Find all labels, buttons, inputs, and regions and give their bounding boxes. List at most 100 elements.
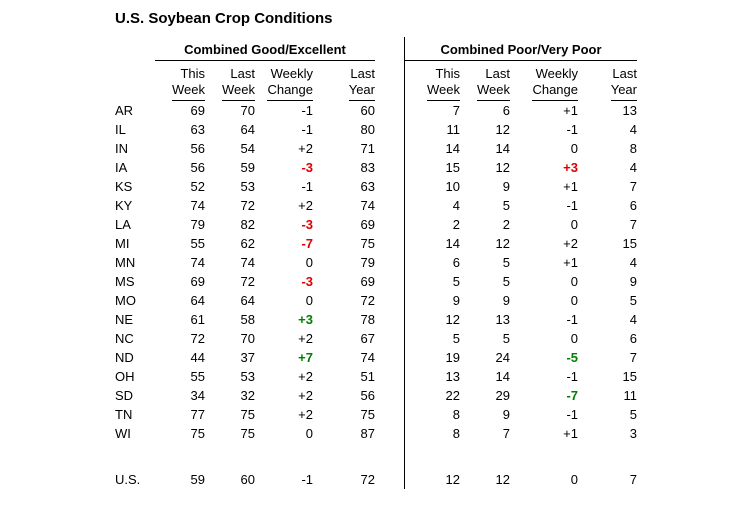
poor-very-poor-weekly-change: -1 (566, 369, 578, 384)
poor-very-poor-this-week: 7 (452, 103, 460, 118)
column-header-ge-this-week: This Week (155, 61, 205, 101)
poor-very-poor-last-week: 12 (495, 160, 510, 175)
column-header-pp-last-week: Last Week (460, 61, 510, 101)
good-excellent-weekly-change: +7 (298, 350, 313, 365)
good-excellent-last-year: 75 (360, 236, 375, 251)
table-row: ND 44 37 +7 74 19 24 -5 7 (115, 348, 637, 367)
table-row: SD 34 32 +2 56 22 29 -7 11 (115, 386, 637, 405)
section-divider (375, 37, 405, 61)
good-excellent-weekly-change: +2 (298, 388, 313, 403)
poor-very-poor-last-year: 3 (629, 426, 637, 441)
poor-very-poor-weekly-change: 0 (570, 331, 578, 346)
good-excellent-last-week: 64 (240, 293, 255, 308)
poor-very-poor-weekly-change: -7 (566, 388, 578, 403)
state-label: NE (115, 312, 134, 327)
good-excellent-weekly-change: 0 (305, 293, 313, 308)
good-excellent-last-week: 72 (240, 198, 255, 213)
good-excellent-weekly-change: -1 (301, 472, 313, 487)
state-label: KS (115, 179, 133, 194)
poor-very-poor-this-week: 13 (445, 369, 460, 384)
section-divider (375, 158, 405, 177)
good-excellent-last-week: 59 (240, 160, 255, 175)
state-label: OH (115, 369, 135, 384)
good-excellent-this-week: 61 (190, 312, 205, 327)
good-excellent-last-year: 74 (360, 198, 375, 213)
table-row: U.S. 59 60 -1 72 12 12 0 7 (115, 470, 637, 489)
poor-very-poor-last-week: 12 (495, 122, 510, 137)
poor-very-poor-weekly-change: 0 (570, 293, 578, 308)
poor-very-poor-last-year: 8 (629, 141, 637, 156)
table-row: TN 77 75 +2 75 8 9 -1 5 (115, 405, 637, 424)
good-excellent-last-year: 67 (360, 331, 375, 346)
section-divider (375, 386, 405, 405)
poor-very-poor-last-week: 12 (495, 236, 510, 251)
good-excellent-last-week: 53 (240, 369, 255, 384)
poor-very-poor-last-year: 7 (629, 472, 637, 487)
poor-very-poor-last-week: 5 (502, 255, 510, 270)
poor-very-poor-last-year: 5 (629, 293, 637, 308)
section-divider (375, 443, 405, 470)
state-label: ND (115, 350, 134, 365)
good-excellent-this-week: 52 (190, 179, 205, 194)
poor-very-poor-last-year: 13 (622, 103, 637, 118)
poor-very-poor-last-year: 15 (622, 236, 637, 251)
poor-very-poor-this-week: 11 (446, 122, 461, 137)
good-excellent-weekly-change: 0 (305, 426, 313, 441)
section-divider (375, 196, 405, 215)
report-container: U.S. Soybean Crop Conditions Combined Go… (115, 10, 637, 489)
poor-very-poor-this-week: 15 (445, 160, 460, 175)
column-header-ge-weekly-change: Weekly Change (255, 61, 313, 101)
poor-very-poor-weekly-change: +3 (563, 160, 578, 175)
good-excellent-last-year: 56 (360, 388, 375, 403)
good-excellent-last-week: 75 (240, 407, 255, 422)
section-divider (375, 61, 405, 101)
poor-very-poor-last-week: 5 (502, 198, 510, 213)
state-label: KY (115, 198, 133, 213)
good-excellent-last-year: 78 (360, 312, 375, 327)
poor-very-poor-last-week: 9 (502, 179, 510, 194)
state-label: TN (115, 407, 133, 422)
poor-very-poor-last-year: 7 (629, 350, 637, 365)
poor-very-poor-this-week: 8 (452, 407, 460, 422)
section-divider (375, 470, 405, 489)
good-excellent-last-year: 72 (360, 293, 375, 308)
good-excellent-this-week: 56 (190, 160, 205, 175)
poor-very-poor-weekly-change: +2 (563, 236, 578, 251)
poor-very-poor-this-week: 19 (445, 350, 460, 365)
poor-very-poor-last-week: 6 (502, 103, 510, 118)
section-divider (375, 348, 405, 367)
good-excellent-this-week: 59 (190, 472, 205, 487)
poor-very-poor-last-year: 7 (629, 179, 637, 194)
poor-very-poor-last-year: 9 (629, 274, 637, 289)
poor-very-poor-last-week: 7 (502, 426, 510, 441)
poor-very-poor-this-week: 5 (452, 331, 460, 346)
good-excellent-weekly-change: -3 (301, 274, 313, 289)
state-label: MI (115, 236, 130, 251)
good-excellent-last-week: 32 (240, 388, 255, 403)
good-excellent-this-week: 75 (190, 426, 205, 441)
poor-very-poor-last-year: 4 (629, 255, 637, 270)
good-excellent-this-week: 77 (190, 407, 205, 422)
good-excellent-last-year: 69 (360, 217, 375, 232)
poor-very-poor-last-year: 5 (629, 407, 637, 422)
section-header-poor-very-poor: Combined Poor/Very Poor (405, 37, 637, 61)
good-excellent-last-year: 63 (360, 179, 375, 194)
poor-very-poor-last-week: 14 (495, 141, 510, 156)
poor-very-poor-last-year: 4 (629, 122, 637, 137)
good-excellent-last-week: 62 (240, 236, 255, 251)
table-row: MN 74 74 0 79 6 5 +1 4 (115, 253, 637, 272)
good-excellent-weekly-change: -3 (301, 160, 313, 175)
good-excellent-last-week: 37 (240, 350, 255, 365)
column-header-pp-this-week: This Week (405, 61, 460, 101)
good-excellent-last-year: 83 (360, 160, 375, 175)
good-excellent-last-week: 70 (240, 331, 255, 346)
good-excellent-weekly-change: +2 (298, 331, 313, 346)
poor-very-poor-this-week: 9 (452, 293, 460, 308)
section-divider (375, 215, 405, 234)
good-excellent-this-week: 34 (190, 388, 205, 403)
good-excellent-last-week: 58 (240, 312, 255, 327)
good-excellent-last-week: 75 (240, 426, 255, 441)
section-divider (375, 310, 405, 329)
poor-very-poor-this-week: 12 (445, 472, 460, 487)
state-label: NC (115, 331, 134, 346)
